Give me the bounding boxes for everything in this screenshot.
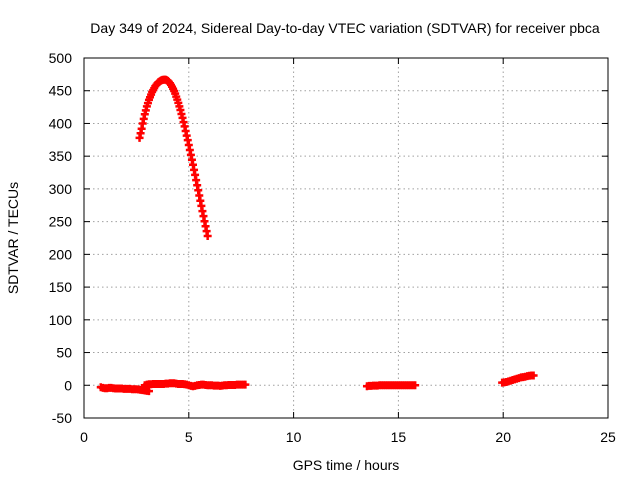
y-tick-label-7: 300	[49, 181, 73, 197]
y-tick-label-9: 400	[49, 115, 73, 131]
series-2	[140, 379, 250, 391]
data-point	[203, 232, 212, 241]
x-tick-label-0: 0	[80, 429, 88, 445]
data-point	[144, 387, 153, 396]
y-tick-label-1: 0	[64, 377, 72, 393]
y-tick-label-6: 250	[49, 214, 73, 230]
x-tick-label-4: 20	[495, 429, 511, 445]
y-tick-label-2: 50	[56, 345, 72, 361]
x-tick-label-2: 10	[286, 429, 302, 445]
chart-title: Day 349 of 2024, Sidereal Day-to-day VTE…	[90, 20, 600, 36]
y-tick-label-11: 500	[49, 50, 73, 66]
y-tick-label-3: 100	[49, 312, 73, 328]
series-3	[362, 381, 420, 391]
series-1	[96, 383, 153, 396]
x-tick-label-1: 5	[185, 429, 193, 445]
y-tick-label-10: 450	[49, 83, 73, 99]
plot-frame	[83, 57, 609, 419]
series-4	[498, 371, 538, 387]
y-tick-label-0: -50	[52, 410, 72, 426]
y-tick-label-8: 350	[49, 148, 73, 164]
data-point	[241, 380, 250, 389]
y-axis-label: SDTVAR / TECUs	[5, 182, 21, 294]
x-axis-label: GPS time / hours	[293, 457, 400, 473]
data-point	[411, 381, 420, 390]
y-tick-label-5: 200	[49, 246, 73, 262]
data-points-layer	[96, 75, 538, 396]
labels-layer: Day 349 of 2024, Sidereal Day-to-day VTE…	[5, 20, 600, 473]
grid-layer	[84, 58, 608, 418]
y-tick-label-4: 150	[49, 279, 73, 295]
ticks-layer: 0 5 10 15 20 25 -50 0 50 100 150 200 250 300 350 400 450…	[49, 50, 616, 445]
x-tick-label-3: 15	[391, 429, 407, 445]
x-tick-label-5: 25	[600, 429, 616, 445]
series-0	[135, 75, 212, 241]
data-point	[529, 371, 538, 380]
